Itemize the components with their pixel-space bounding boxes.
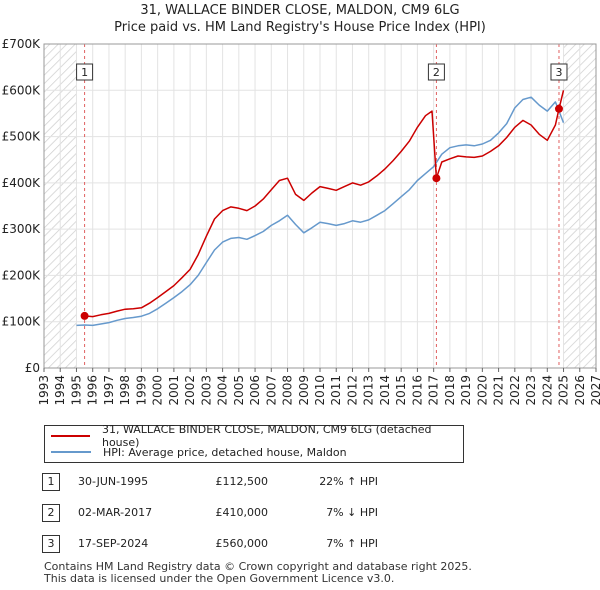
sale-point (80, 311, 89, 320)
x-tick-label: 1997 (102, 375, 116, 406)
series-line-property (84, 90, 565, 318)
x-tick-label: 2015 (394, 375, 408, 406)
y-tick-label: £700K (2, 37, 42, 51)
sale-marker-badge: 2 (427, 63, 445, 81)
x-tick-label: 2012 (345, 375, 359, 406)
y-tick-label: £100K (2, 315, 42, 329)
y-tick-label: £0 (25, 361, 40, 375)
sale-row: 2 02-MAR-2017 £410,000 7% ↓ HPI (42, 504, 462, 524)
chart-subtitle: Price paid vs. HM Land Registry's House … (114, 20, 486, 35)
footer: Contains HM Land Registry data © Crown c… (44, 561, 472, 585)
y-tick-label: £400K (2, 176, 42, 190)
sale-date: 02-MAR-2017 (78, 506, 153, 519)
x-tick-label: 2019 (459, 375, 473, 406)
x-tick-label: 2003 (199, 375, 213, 406)
y-tick-label: £600K (2, 83, 42, 97)
x-tick-label: 2005 (232, 375, 246, 406)
y-tick-label: £200K (2, 268, 42, 282)
x-tick-label: 2026 (573, 375, 587, 406)
x-tick-label: 1999 (134, 375, 148, 406)
x-tick-label: 1995 (69, 375, 83, 406)
x-tick-label: 2000 (151, 375, 165, 406)
x-tick-label: 2014 (378, 375, 392, 406)
x-tick-label: 2018 (443, 375, 457, 406)
sale-price: £112,500 (215, 475, 269, 488)
x-tick-label: 2001 (167, 375, 181, 406)
legend-swatch-hpi (51, 451, 91, 453)
sale-hpi-diff: 7% ↑ HPI (326, 537, 378, 550)
y-tick-label: £500K (2, 130, 42, 144)
sale-date: 30-JUN-1995 (78, 475, 149, 488)
x-tick-label: 1993 (37, 375, 51, 406)
x-tick-label: 2020 (475, 375, 489, 406)
sale-date: 17-SEP-2024 (78, 537, 149, 550)
x-tick-label: 2009 (297, 375, 311, 406)
x-tick-label: 2016 (410, 375, 424, 406)
sale-point (554, 104, 563, 113)
sale-marker-box (427, 63, 445, 81)
legend-item-property: 31, WALLACE BINDER CLOSE, MALDON, CM9 6L… (51, 423, 463, 449)
price-chart: 1 2 3 £0 £100K £200K £300K £400K £500K £600K £700… (2, 37, 600, 406)
sale-number-badge: 1 (42, 473, 60, 491)
x-tick-label: 2008 (281, 375, 295, 406)
sale-marker-badge: 1 (76, 63, 94, 81)
y-tick-label: £300K (2, 222, 42, 236)
sale-point (432, 174, 441, 183)
sale-marker-box (550, 63, 568, 81)
x-tick-label: 2007 (264, 375, 278, 406)
x-tick-label: 2027 (589, 375, 600, 406)
sale-marker-label: 2 (433, 66, 440, 79)
sale-row: 1 30-JUN-1995 £112,500 22% ↑ HPI (42, 473, 462, 493)
x-tick-label: 1998 (118, 375, 132, 406)
x-tick-label: 2017 (427, 375, 441, 406)
x-tick-label: 2023 (524, 375, 538, 406)
sale-hpi-diff: 22% ↑ HPI (319, 475, 378, 488)
chart-title: 31, WALLACE BINDER CLOSE, MALDON, CM9 6L… (140, 3, 460, 18)
x-tick-label: 2025 (557, 375, 571, 406)
sale-number-badge: 2 (42, 504, 60, 522)
sale-price: £410,000 (215, 506, 269, 519)
sale-marker-box (76, 63, 94, 81)
x-tick-label: 2024 (540, 375, 554, 406)
legend-swatch-property (51, 435, 90, 437)
x-tick-label: 2004 (216, 375, 230, 406)
x-tick-label: 2010 (313, 375, 327, 406)
legend-item-hpi: HPI: Average price, detached house, Mald… (51, 444, 347, 460)
sale-marker-badge: 3 (550, 63, 568, 81)
sale-price: £560,000 (215, 537, 269, 550)
sale-row: 3 17-SEP-2024 £560,000 7% ↑ HPI (42, 535, 462, 555)
x-tick-label: 2013 (362, 375, 376, 406)
sale-marker-label: 3 (555, 66, 562, 79)
x-tick-label: 2006 (248, 375, 262, 406)
footer-copyright: Contains HM Land Registry data © Crown c… (44, 560, 472, 573)
sale-hpi-diff: 7% ↓ HPI (326, 506, 378, 519)
x-tick-label: 2022 (508, 375, 522, 406)
legend-label-hpi: HPI: Average price, detached house, Mald… (103, 445, 347, 459)
x-tick-label: 2002 (183, 375, 197, 406)
x-tick-label: 2021 (492, 375, 506, 406)
series-line-hpi (76, 96, 565, 327)
legend-label-property: 31, WALLACE BINDER CLOSE, MALDON, CM9 6L… (101, 423, 432, 449)
x-tick-label: 1994 (53, 375, 67, 406)
x-tick-label: 1996 (86, 375, 100, 406)
sale-marker-label: 1 (81, 66, 88, 79)
x-tick-label: 2011 (329, 375, 343, 406)
sale-number-badge: 3 (42, 535, 60, 553)
footer-licence: This data is licensed under the Open Gov… (44, 572, 395, 585)
chart-legend: 31, WALLACE BINDER CLOSE, MALDON, CM9 6L… (44, 423, 464, 463)
